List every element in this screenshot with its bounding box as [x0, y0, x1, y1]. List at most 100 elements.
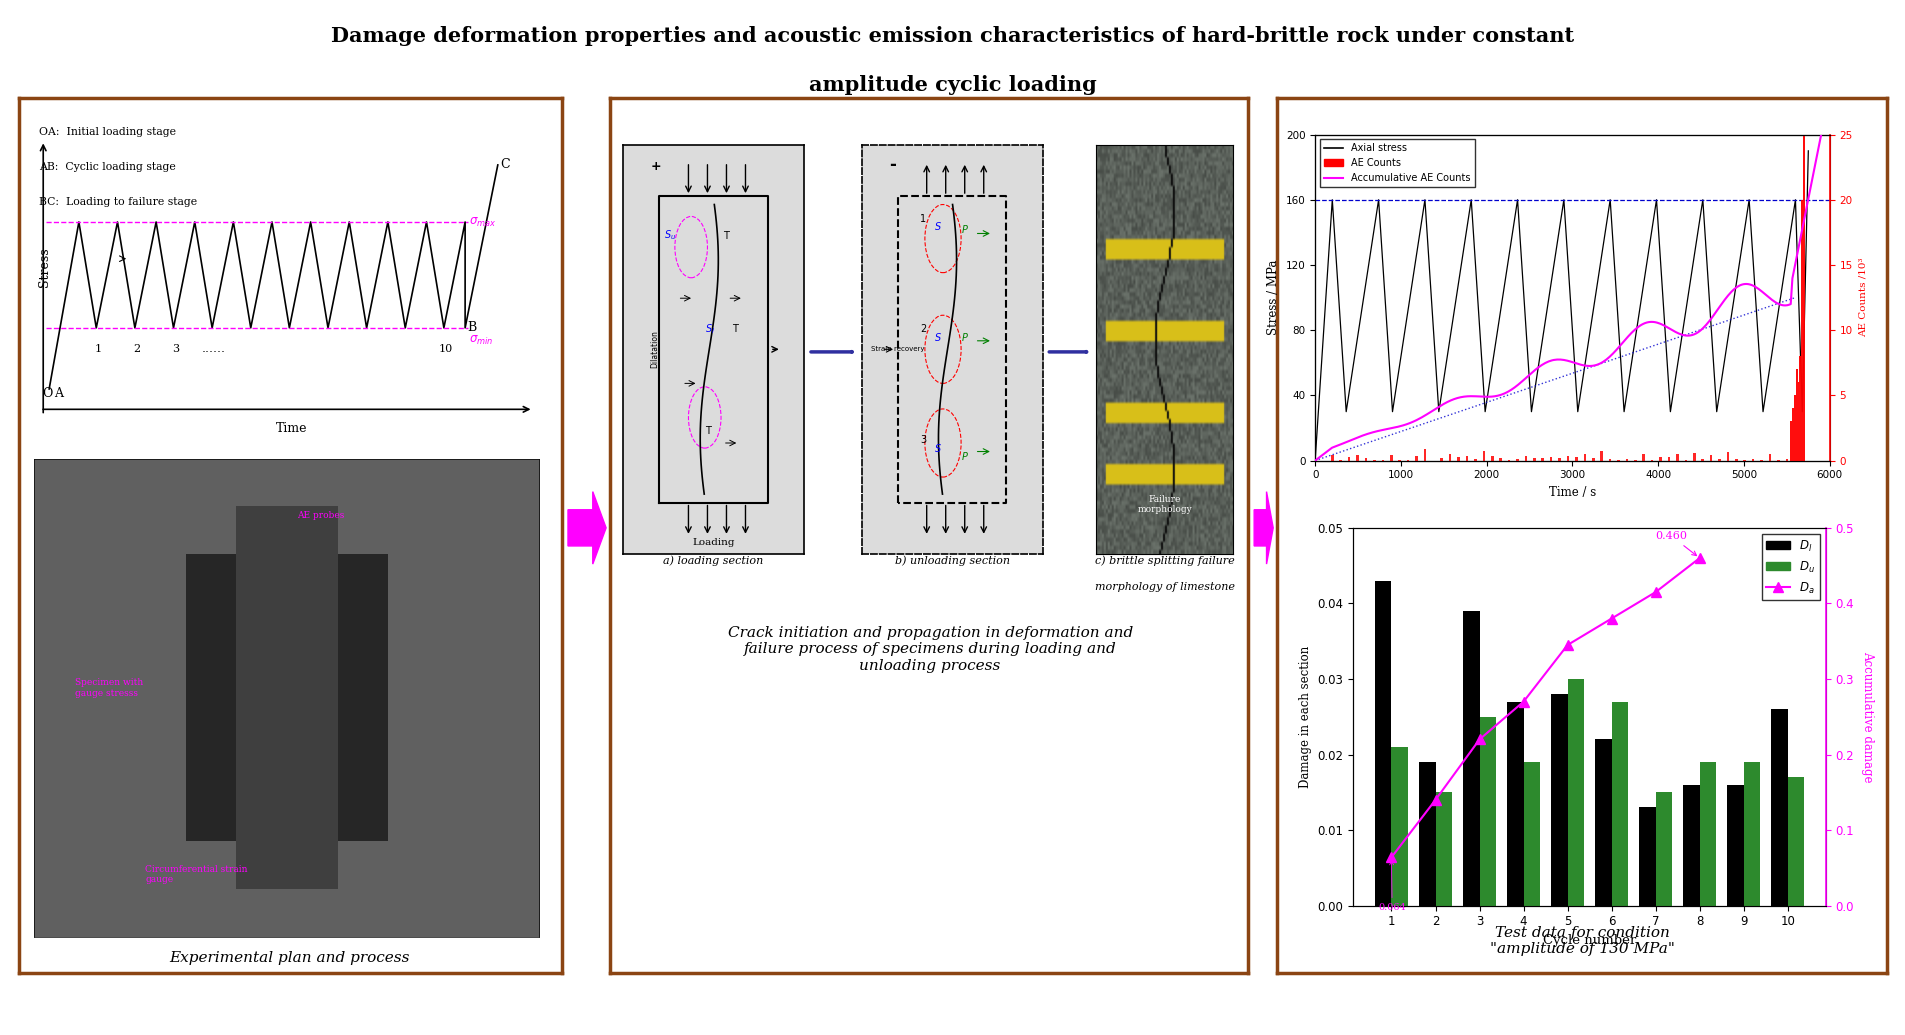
Text: 1: 1	[95, 345, 101, 354]
Bar	[1499, 457, 1501, 461]
Bar	[1461, 611, 1478, 906]
Text: c) brittle splitting failure: c) brittle splitting failure	[1093, 556, 1234, 566]
Bar	[1478, 716, 1495, 906]
Text: AE probes: AE probes	[297, 511, 345, 521]
Text: Crack initiation and propagation in deformation and
failure process of specimens: Crack initiation and propagation in defo…	[728, 626, 1132, 673]
Text: $S_u$: $S_u$	[663, 229, 676, 242]
Bar	[1600, 451, 1602, 461]
Bar	[1391, 747, 1408, 906]
Y-axis label: Damage in each section: Damage in each section	[1299, 646, 1311, 788]
Bar	[1356, 455, 1358, 461]
Text: $S$: $S$	[933, 331, 941, 343]
Bar	[1417, 762, 1434, 906]
Text: b) unloading section: b) unloading section	[895, 556, 1010, 566]
Bar	[1566, 679, 1583, 906]
Bar	[1465, 455, 1467, 461]
Text: T: T	[722, 231, 728, 240]
Bar	[1743, 762, 1760, 906]
Y-axis label: Accumulative damage: Accumulative damage	[1859, 651, 1873, 782]
Text: a) loading section: a) loading section	[663, 556, 762, 566]
Bar	[1558, 457, 1560, 461]
Text: Loading: Loading	[692, 538, 735, 548]
Bar	[1448, 454, 1452, 461]
Text: 2: 2	[133, 345, 141, 354]
Text: -: -	[888, 156, 895, 175]
Bar	[1541, 459, 1543, 461]
Bar	[1734, 460, 1737, 461]
Text: $S$: $S$	[933, 442, 941, 453]
Text: Specimen with
gauge stresss: Specimen with gauge stresss	[74, 678, 143, 698]
Bar	[1667, 457, 1669, 461]
Bar	[1374, 581, 1391, 906]
Bar	[1701, 459, 1703, 461]
Text: O: O	[42, 387, 51, 401]
Bar	[1389, 455, 1393, 461]
Text: C: C	[499, 158, 509, 172]
Text: AB:  Cyclic loading stage: AB: Cyclic loading stage	[40, 162, 175, 172]
Bar	[1594, 739, 1612, 906]
Text: BC:  Loading to failure stage: BC: Loading to failure stage	[40, 197, 198, 207]
Bar	[1785, 459, 1787, 461]
Text: morphology of limestone: morphology of limestone	[1093, 582, 1234, 592]
Text: Strain recovery: Strain recovery	[871, 347, 924, 352]
Bar	[1583, 454, 1585, 461]
Bar	[1625, 460, 1627, 461]
Text: 1: 1	[920, 213, 926, 224]
Bar	[1566, 456, 1568, 461]
Bar	[1674, 454, 1678, 461]
Bar	[1608, 460, 1610, 461]
Bar	[1364, 457, 1366, 461]
Y-axis label: Stress / MPa: Stress / MPa	[1267, 260, 1280, 335]
Text: 0.064: 0.064	[1377, 861, 1406, 912]
Text: T: T	[732, 324, 737, 334]
Text: 3: 3	[920, 435, 926, 445]
Bar	[1532, 459, 1535, 461]
Bar	[1574, 457, 1577, 461]
Bar	[1787, 777, 1804, 906]
Bar	[1612, 702, 1627, 906]
Bar	[1642, 453, 1644, 461]
Bar	[1522, 762, 1539, 906]
Text: Damage deformation properties and acoustic emission characteristics of hard-brit: Damage deformation properties and acoust…	[331, 26, 1574, 46]
Text: Test data for condition
"amplitude of 130 MPa": Test data for condition "amplitude of 13…	[1490, 926, 1673, 956]
Text: $P$: $P$	[960, 450, 968, 462]
Bar	[1699, 762, 1716, 906]
Bar	[1726, 452, 1728, 461]
Bar	[1551, 694, 1566, 906]
Text: ......: ......	[202, 343, 227, 355]
Text: $P$: $P$	[960, 331, 968, 343]
X-axis label: Cycle number: Cycle number	[1543, 934, 1634, 947]
Text: $S$: $S$	[933, 220, 941, 232]
Text: Experimental plan and process: Experimental plan and process	[170, 950, 410, 965]
Bar	[1330, 454, 1333, 461]
Bar	[1490, 455, 1494, 461]
Bar	[1638, 807, 1655, 906]
Bar	[1549, 456, 1553, 461]
X-axis label: Time / s: Time / s	[1549, 485, 1594, 499]
Text: OA:  Initial loading stage: OA: Initial loading stage	[40, 127, 177, 138]
Bar	[1414, 456, 1417, 461]
Text: T: T	[705, 426, 711, 437]
Bar	[1482, 451, 1484, 461]
Bar	[1507, 702, 1522, 906]
Text: B: B	[467, 321, 476, 334]
Bar	[1423, 448, 1425, 461]
Text: $S_l$: $S_l$	[705, 322, 714, 336]
Bar	[1659, 456, 1661, 461]
Legend: $D_l$, $D_u$, $D_a$: $D_l$, $D_u$, $D_a$	[1760, 534, 1819, 600]
Bar	[1655, 793, 1671, 906]
Bar	[1440, 457, 1442, 461]
Text: 0.460: 0.460	[1655, 531, 1695, 556]
Bar	[1347, 456, 1351, 461]
Bar	[1434, 793, 1452, 906]
Text: +: +	[650, 160, 661, 174]
Text: $\sigma_{max}$: $\sigma_{max}$	[469, 215, 495, 229]
Text: Circumferential strain
gauge: Circumferential strain gauge	[145, 865, 248, 884]
Text: Failure
morphology: Failure morphology	[1137, 495, 1191, 514]
Bar	[1682, 785, 1699, 906]
Text: $P$: $P$	[960, 224, 968, 236]
Bar	[1591, 457, 1594, 461]
Y-axis label: AE Counts /10³: AE Counts /10³	[1857, 258, 1867, 337]
Bar	[1709, 455, 1711, 461]
Text: amplitude cyclic loading: amplitude cyclic loading	[810, 75, 1095, 94]
